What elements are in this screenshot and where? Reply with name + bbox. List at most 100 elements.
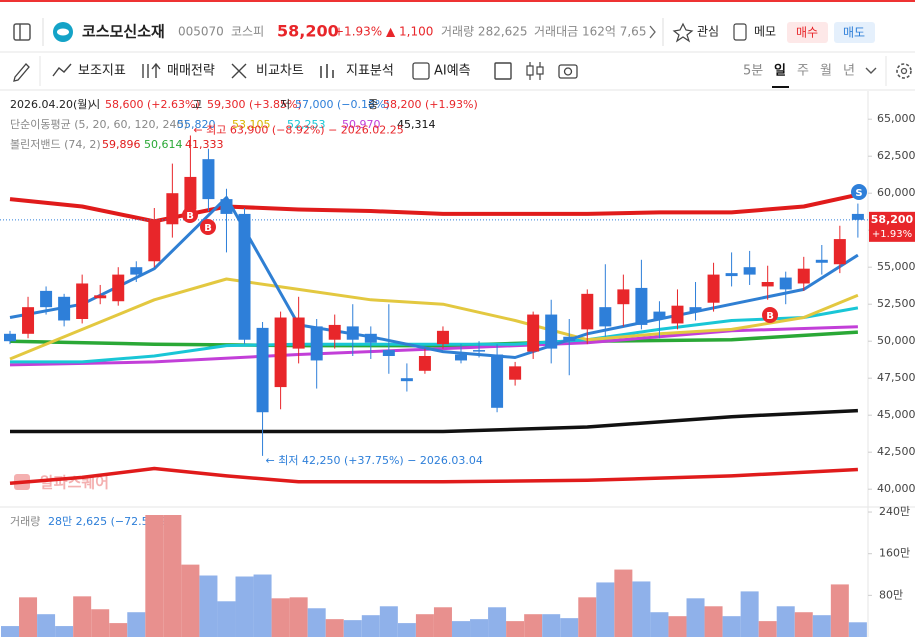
legend-value: 59,896 (102, 138, 141, 151)
volume-bar (560, 618, 579, 637)
ohlc-label: 종 (368, 98, 378, 111)
candle-body (40, 290, 53, 308)
candle-body (184, 176, 197, 210)
candle-body (94, 295, 107, 299)
settings-icon[interactable] (896, 63, 912, 79)
logo-inner (57, 28, 69, 36)
volume-bar (289, 597, 308, 637)
candle-body (599, 307, 612, 327)
volume-bar (307, 608, 326, 637)
legend-value: 52,253 (287, 118, 326, 131)
ohlc-value: 58,200 (+1.93%) (383, 98, 478, 111)
candle-body (797, 268, 810, 284)
period-button[interactable]: 월 (820, 64, 832, 79)
panel-icon[interactable] (13, 23, 31, 41)
toolbar-button[interactable]: 비교차트 (256, 64, 304, 79)
memo-icon[interactable] (733, 23, 747, 41)
candle-body (509, 366, 522, 380)
volume-bar (73, 596, 92, 637)
candle-body (400, 378, 413, 382)
volume-bar (830, 584, 849, 637)
volume-bar (668, 616, 687, 637)
watch-button[interactable]: 관심 (697, 25, 719, 39)
compare-icon[interactable] (231, 63, 247, 79)
volume-bar (163, 515, 182, 637)
volume-bar (109, 623, 128, 637)
buy-button-bg[interactable] (787, 22, 828, 43)
candle-body (292, 317, 305, 349)
volume-bar (343, 620, 362, 637)
signal-label: B (766, 311, 774, 322)
sell-button-bg[interactable] (834, 22, 875, 43)
indicator-line (9, 196, 859, 359)
legend-value: 41,333 (185, 138, 224, 151)
candle-body (761, 282, 774, 287)
ai-icon[interactable] (412, 62, 430, 80)
volume-bar (325, 619, 344, 637)
volume-bar (379, 606, 398, 637)
more-arrow[interactable] (649, 25, 656, 39)
candle-body (581, 293, 594, 330)
toolbar-button[interactable]: 지표분석 (346, 64, 394, 79)
buy-button[interactable]: 매수 (796, 26, 818, 40)
candle-body (112, 274, 125, 302)
camera-tool[interactable] (558, 64, 578, 79)
volume-bar (235, 576, 254, 637)
candle-body (76, 283, 89, 319)
candle-body (346, 326, 359, 340)
date: 2026.04.20(월) (10, 98, 92, 111)
volume-bar (433, 607, 452, 637)
volume-bar (145, 515, 164, 637)
volume-bar (524, 614, 543, 637)
indicator-icon[interactable] (52, 63, 72, 77)
period-button[interactable]: 주 (797, 64, 809, 79)
change: ▲ 1,100 (386, 25, 433, 39)
period-button[interactable]: 년 (843, 64, 855, 79)
candle-body (436, 330, 449, 345)
volume-bar (632, 581, 651, 637)
strategy-icon[interactable] (142, 62, 161, 78)
candle-body (743, 267, 756, 275)
y-tick-label: 52,500 (877, 297, 915, 310)
toolbar-button[interactable]: AI예측 (434, 64, 471, 79)
draw-icon[interactable] (13, 63, 30, 82)
candle-body (653, 311, 666, 319)
legend-value: 45,314 (397, 118, 436, 131)
analysis-icon[interactable] (320, 64, 334, 78)
chart: 보조지표 매매전략 비교차트 지표분석 AI예측 5분 일 주 월 년 2026.04.20(월)시… (0, 64, 915, 637)
y-tick-label: 45,000 (877, 408, 915, 421)
square-tool[interactable] (494, 62, 512, 80)
indicator-line (9, 192, 859, 224)
volume-bar (470, 619, 489, 637)
y-tick-label: 47,500 (877, 371, 915, 384)
volume-bar (271, 598, 290, 637)
toolbar-button[interactable]: 매매전략 (167, 64, 215, 79)
volume-bar (361, 615, 380, 637)
period-button[interactable]: 5분 (743, 64, 763, 79)
indicator-line (9, 466, 858, 486)
candle-body (274, 317, 287, 388)
volume-tick-label: 160만 (879, 547, 910, 560)
period-dropdown[interactable] (865, 67, 877, 74)
candle-body (473, 350, 486, 352)
volume-bar (758, 621, 777, 637)
period-button[interactable]: 일 (774, 64, 786, 79)
annotation: ← 최저 42,250 (+37.75%) − 2026.03.04 (266, 454, 483, 467)
memo-button[interactable]: 메모 (754, 25, 776, 39)
volume-bar (55, 626, 74, 637)
legend-title: 볼린저밴드 (74, 2) (10, 138, 101, 151)
volume-bar (253, 574, 272, 637)
toolbar-button[interactable]: 보조지표 (78, 64, 126, 79)
volume-bar (704, 606, 723, 637)
candle-body (815, 259, 828, 263)
indicator-line (10, 408, 858, 434)
sell-button[interactable]: 매도 (843, 26, 865, 40)
signal-label: B (186, 211, 194, 222)
star-icon[interactable] (672, 22, 694, 43)
volume-bar (91, 609, 110, 637)
candle-body (707, 274, 720, 303)
candle-body (328, 324, 341, 340)
y-tick-label: 55,000 (877, 260, 915, 273)
candle-body (635, 287, 648, 325)
